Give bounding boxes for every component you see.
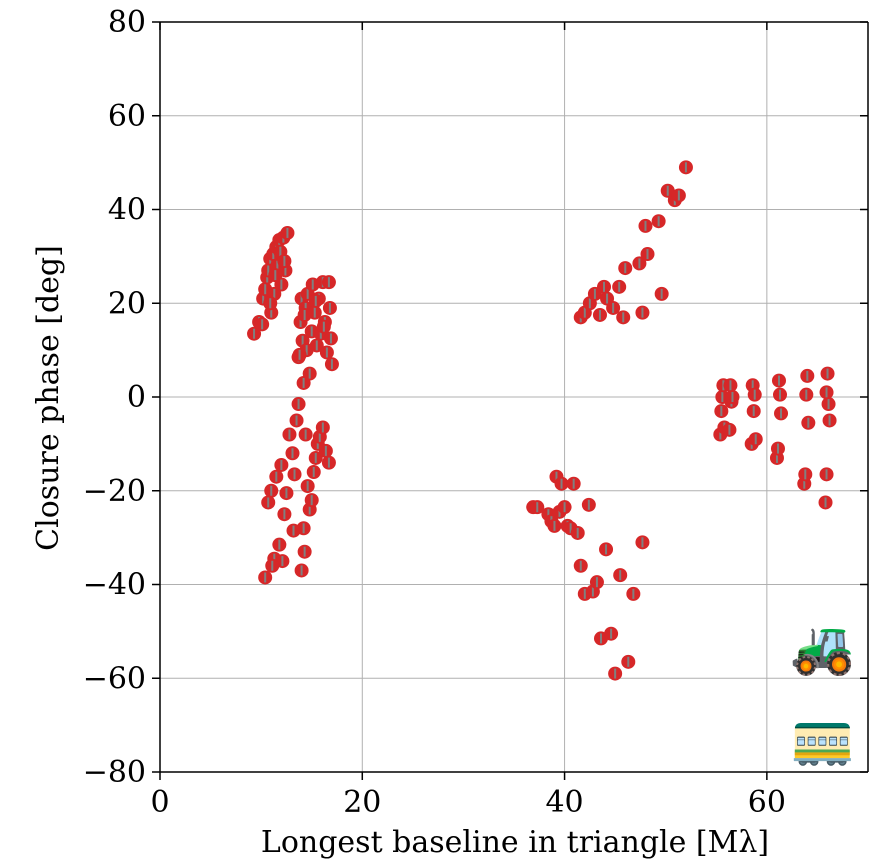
grid-lines bbox=[159, 21, 868, 773]
x-axis-ticks: 0 20 40 60 bbox=[150, 22, 786, 820]
y-tick-label: 40 bbox=[108, 193, 146, 228]
x-tick-label: 40 bbox=[545, 785, 583, 820]
x-tick-label: 0 bbox=[150, 785, 169, 820]
data-points bbox=[247, 160, 837, 681]
y-tick-label: 20 bbox=[108, 286, 146, 321]
x-tick-label: 20 bbox=[343, 785, 381, 820]
y-tick-label: −40 bbox=[83, 568, 146, 603]
tram-icon: 🚃 bbox=[790, 710, 855, 767]
y-tick-label: −60 bbox=[83, 661, 146, 696]
y-tick-label: 80 bbox=[108, 5, 146, 40]
y-axis-ticks: −80 −60 −40 −20 0 20 40 60 80 bbox=[83, 5, 868, 790]
tractor-icon: 🚜 bbox=[790, 620, 855, 677]
y-tick-label: −20 bbox=[83, 474, 146, 509]
y-tick-label: −80 bbox=[83, 755, 146, 790]
y-tick-label: 0 bbox=[127, 380, 146, 415]
y-tick-label: 60 bbox=[108, 99, 146, 134]
x-tick-label: 60 bbox=[748, 785, 786, 820]
y-axis-label: Closure phase [deg] bbox=[31, 245, 66, 551]
x-axis-label: Longest baseline in triangle [Mλ] bbox=[261, 825, 769, 860]
